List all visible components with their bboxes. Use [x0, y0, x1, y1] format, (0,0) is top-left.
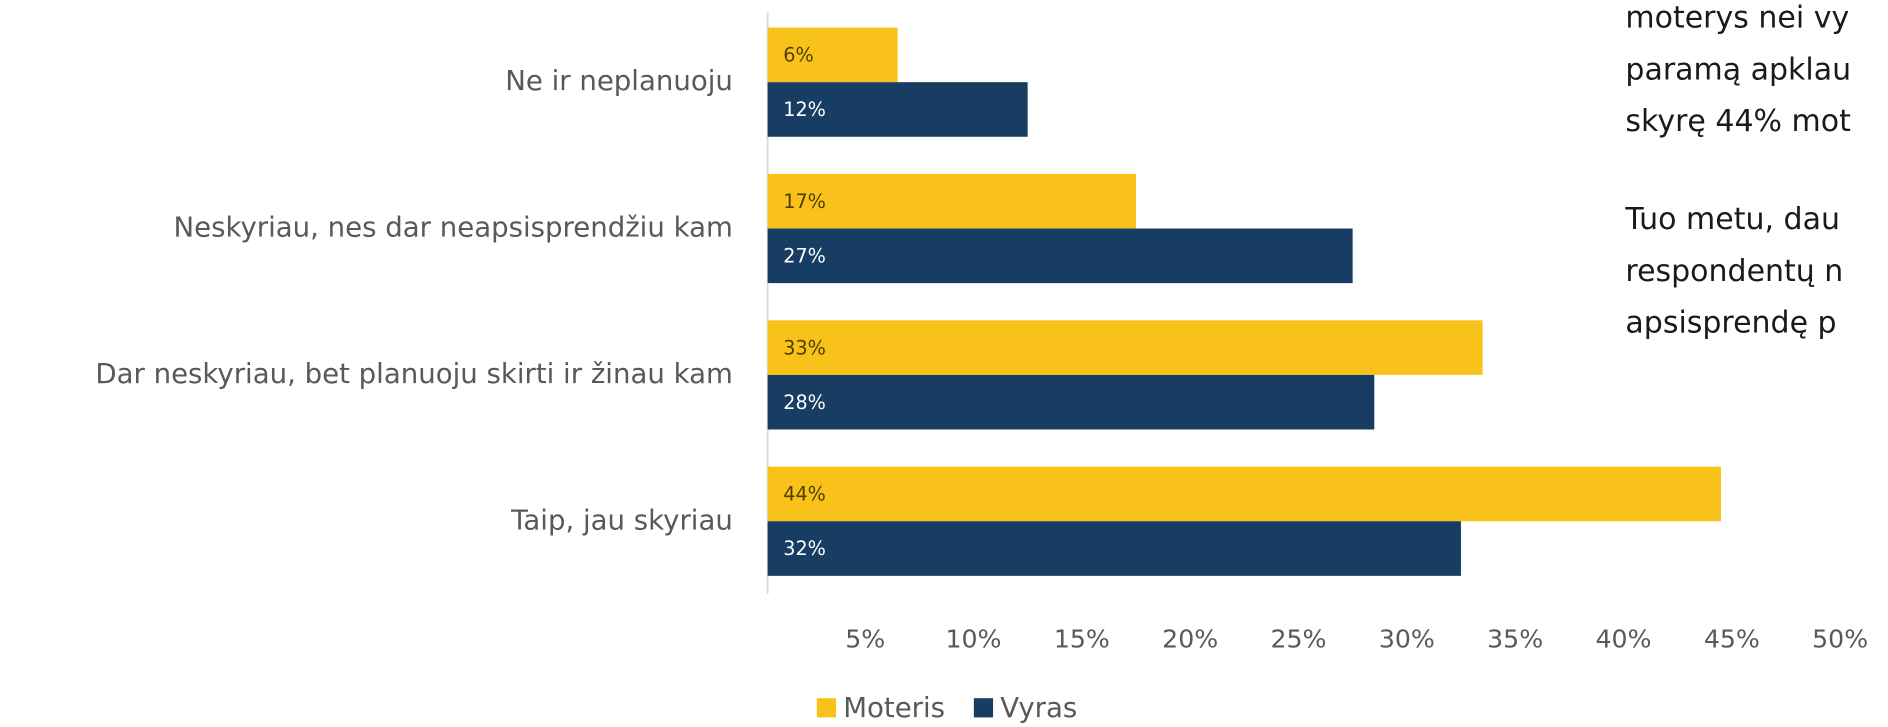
- category-label: Dar neskyriau, bet planuoju skirti ir ži…: [95, 357, 733, 390]
- legend-label: Vyras: [1000, 691, 1077, 724]
- x-tick-label: 25%: [1271, 625, 1327, 654]
- category-label: Ne ir neplanuoju: [505, 64, 733, 97]
- x-tick-label: 10%: [946, 625, 1002, 654]
- value-label: 17%: [783, 190, 826, 213]
- category-label: Neskyriau, nes dar neapsisprendžiu kam: [173, 211, 732, 244]
- value-label: 44%: [783, 483, 826, 506]
- category-label: Taip, jau skyriau: [510, 503, 733, 536]
- value-label: 6%: [783, 44, 813, 67]
- x-tick-label: 35%: [1487, 625, 1543, 654]
- value-label: 33%: [783, 336, 826, 359]
- value-label: 27%: [783, 245, 826, 268]
- annotation-text: paramą apklau: [1625, 52, 1851, 87]
- x-tick-label: 40%: [1596, 625, 1652, 654]
- bar: [767, 228, 1353, 284]
- annotation-text: apsisprendę p: [1625, 305, 1836, 340]
- bar: [767, 27, 898, 83]
- legend-swatch: [973, 698, 994, 718]
- value-label: 12%: [783, 98, 826, 121]
- annotation-text: respondentų n: [1625, 254, 1843, 289]
- annotation-text: Tuo metu, dau: [1624, 202, 1840, 237]
- bar: [767, 82, 1028, 137]
- legend-label: Moteris: [843, 691, 945, 724]
- legend-swatch: [816, 698, 837, 718]
- x-tick-label: 15%: [1054, 625, 1110, 654]
- annotation-text: moterys nei vy: [1625, 1, 1849, 36]
- bar: [767, 320, 1483, 375]
- bar: [767, 521, 1461, 576]
- annotation-text: skyrę 44% mot: [1625, 104, 1851, 139]
- x-tick-label: 20%: [1162, 625, 1218, 654]
- x-tick-label: 5%: [845, 625, 885, 654]
- bar: [767, 466, 1721, 522]
- x-tick-label: 50%: [1812, 625, 1868, 654]
- x-tick-label: 30%: [1379, 625, 1435, 654]
- bar: [767, 173, 1136, 229]
- value-label: 32%: [783, 537, 826, 560]
- x-tick-label: 45%: [1704, 625, 1760, 654]
- bar: [767, 374, 1375, 430]
- value-label: 28%: [783, 391, 826, 414]
